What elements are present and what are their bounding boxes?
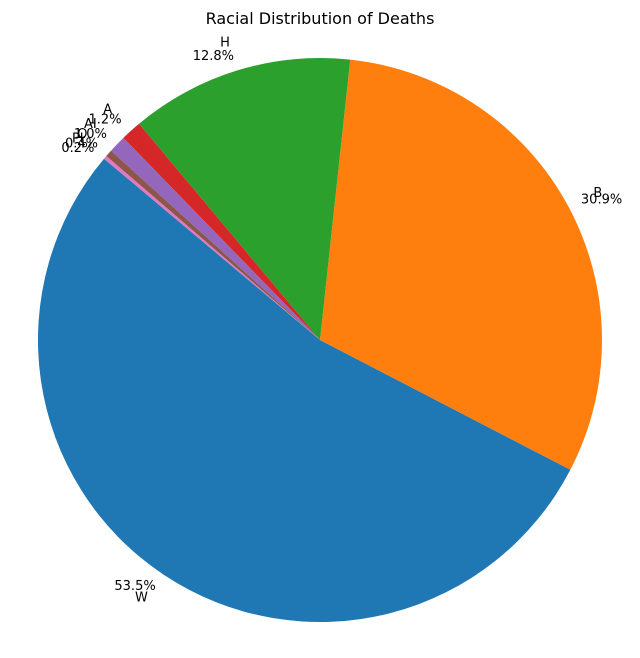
pct-label-w: 53.5%	[114, 579, 155, 594]
pct-label-o: 0.4%	[65, 137, 98, 152]
pie-slice-pi	[103, 156, 320, 340]
pie-slice-w	[37, 158, 571, 623]
category-label-b: B	[593, 186, 602, 201]
pct-label-pi: 0.2%	[61, 141, 94, 156]
pct-label-a: 1.2%	[89, 113, 122, 128]
pct-label-h: 12.8%	[193, 49, 234, 64]
category-label-a: A	[103, 102, 112, 117]
pie-slice-ai	[110, 137, 321, 340]
pie-slice-b	[320, 59, 602, 470]
pct-label-ai: 1.0%	[74, 127, 107, 142]
chart-title: Racial Distribution of Deaths	[206, 9, 435, 28]
category-label-pi: PI	[72, 132, 84, 147]
category-label-ai: AI	[84, 117, 97, 132]
pie-labels: 53.5%W 30.9%B 12.8%H 1.2%A 1.0%AI 0.4%O0.2%PI	[61, 36, 622, 606]
pie-slice-a	[123, 123, 320, 340]
pie-slices	[37, 58, 602, 623]
category-label-w: W	[135, 591, 148, 606]
pie-slice-o	[106, 150, 321, 340]
category-label-o: O	[77, 127, 87, 142]
category-label-h: H	[220, 36, 230, 51]
pie-slice-h	[139, 58, 351, 340]
pct-label-b: 30.9%	[581, 192, 622, 207]
